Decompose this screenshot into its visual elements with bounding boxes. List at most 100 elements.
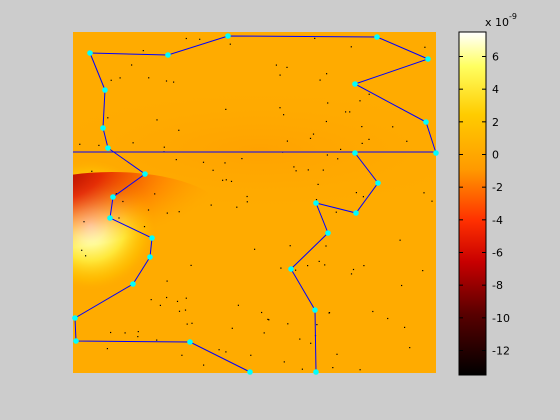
scatter-dot (401, 284, 403, 287)
scatter-dot (173, 81, 175, 83)
scatter-dot (210, 204, 212, 206)
boundary-vertex-marker (374, 34, 380, 40)
scatter-dot (246, 201, 248, 203)
scatter-dot (222, 179, 224, 181)
boundary-vertex-marker (325, 230, 331, 236)
colorbar-tick-label: -2 (492, 181, 503, 194)
scatter-dot (287, 323, 289, 325)
scatter-dot (322, 169, 324, 171)
scatter-dot (328, 312, 331, 314)
boundary-vertex-marker (352, 150, 358, 156)
scatter-dot (286, 140, 288, 142)
scatter-dot (295, 170, 297, 172)
scatter-dot (250, 354, 252, 356)
scatter-dot (326, 154, 328, 156)
boundary-vertex-marker (130, 281, 136, 287)
scatter-dot (359, 100, 361, 102)
boundary-vertex-marker (312, 307, 318, 313)
scatter-dot (199, 38, 201, 40)
scatter-dot (186, 323, 188, 325)
scatter-dots (79, 37, 433, 371)
scatter-dot (106, 348, 108, 350)
scatter-dot (392, 126, 394, 128)
scatter-dot (423, 192, 425, 194)
scatter-dot (319, 79, 321, 81)
scatter-dot (431, 200, 433, 202)
colorbar-tick-label: 2 (492, 116, 499, 129)
scatter-dot (175, 159, 177, 161)
boundary-vertex-marker (352, 81, 358, 87)
scatter-dot (225, 351, 227, 353)
scatter-dot (289, 245, 291, 247)
boundary-vertex-marker (110, 194, 116, 200)
boundary-vertex-marker (187, 339, 193, 345)
scatter-dot (122, 200, 124, 203)
scatter-dot (178, 129, 180, 131)
scatter-dot (81, 249, 83, 251)
scatter-dot (362, 196, 364, 198)
scatter-dot (409, 347, 411, 349)
scatter-dot (79, 143, 81, 145)
scatter-dot (310, 342, 312, 344)
colorbar-tick-label: 0 (492, 149, 499, 162)
scatter-dot (83, 221, 85, 223)
scatter-dot (350, 46, 352, 48)
negative-lobe (73, 172, 222, 252)
scatter-dot (337, 158, 339, 160)
scatter-dot (332, 367, 334, 369)
colorbar-tick-label: -10 (492, 312, 510, 325)
scatter-dot (225, 108, 227, 110)
boundary-vertex-marker (100, 125, 106, 131)
boundary-vertex-marker (225, 33, 231, 39)
scatter-dot (316, 324, 318, 326)
scatter-dot (178, 211, 180, 213)
scatter-dot (156, 339, 158, 341)
scatter-dot (267, 318, 269, 320)
boundary-vertex-marker (105, 145, 111, 151)
scatter-dot (230, 180, 233, 182)
scatter-dot (203, 364, 205, 366)
colorbar-tick-label: -4 (492, 214, 503, 227)
scatter-dot (387, 317, 389, 320)
scatter-dot (317, 183, 319, 185)
scatter-dot (263, 332, 265, 334)
boundary-line (89, 35, 437, 154)
scatter-dot (404, 326, 406, 328)
boundary-vertex-marker (425, 56, 431, 62)
scatter-dot (299, 338, 301, 340)
scatter-dot (176, 300, 179, 302)
scatter-dot (359, 369, 361, 371)
boundary-vertex-marker (288, 266, 294, 272)
boundary-vertex-marker (72, 315, 78, 321)
scatter-dot (368, 93, 370, 95)
scatter-dot (286, 66, 288, 68)
scatter-dot (150, 299, 152, 301)
scatter-dot (137, 336, 139, 338)
scatter-dot (350, 273, 353, 275)
boundary-vertex-marker (433, 150, 439, 156)
scatter-dot (115, 193, 117, 195)
colorbar-ticks: 6 4 2 0 -2 -4 -6 -8 -10 -12 (459, 51, 510, 358)
scatter-dot (110, 79, 112, 81)
scatter-dot (224, 162, 226, 164)
scatter-dot (178, 310, 181, 312)
scatter-dot (229, 43, 231, 45)
scatter-dot (110, 331, 112, 334)
boundary-vertex-marker (165, 52, 171, 58)
scatter-dot (399, 239, 401, 241)
scatter-dot (363, 265, 365, 267)
scatter-dot (185, 297, 187, 299)
scatter-dot (137, 331, 139, 333)
scatter-dot (318, 260, 320, 262)
boundary-vertex-marker (73, 338, 79, 344)
scatter-dot (355, 192, 357, 194)
scatter-dot (118, 217, 120, 219)
scatter-dot (280, 267, 282, 269)
boundary-vertex-marker (147, 254, 153, 260)
scatter-dot (283, 114, 285, 116)
scatter-dot (191, 322, 193, 324)
scatter-dot (143, 226, 146, 228)
scatter-dot (166, 280, 168, 282)
colorbar-tick-label: 4 (492, 83, 499, 96)
